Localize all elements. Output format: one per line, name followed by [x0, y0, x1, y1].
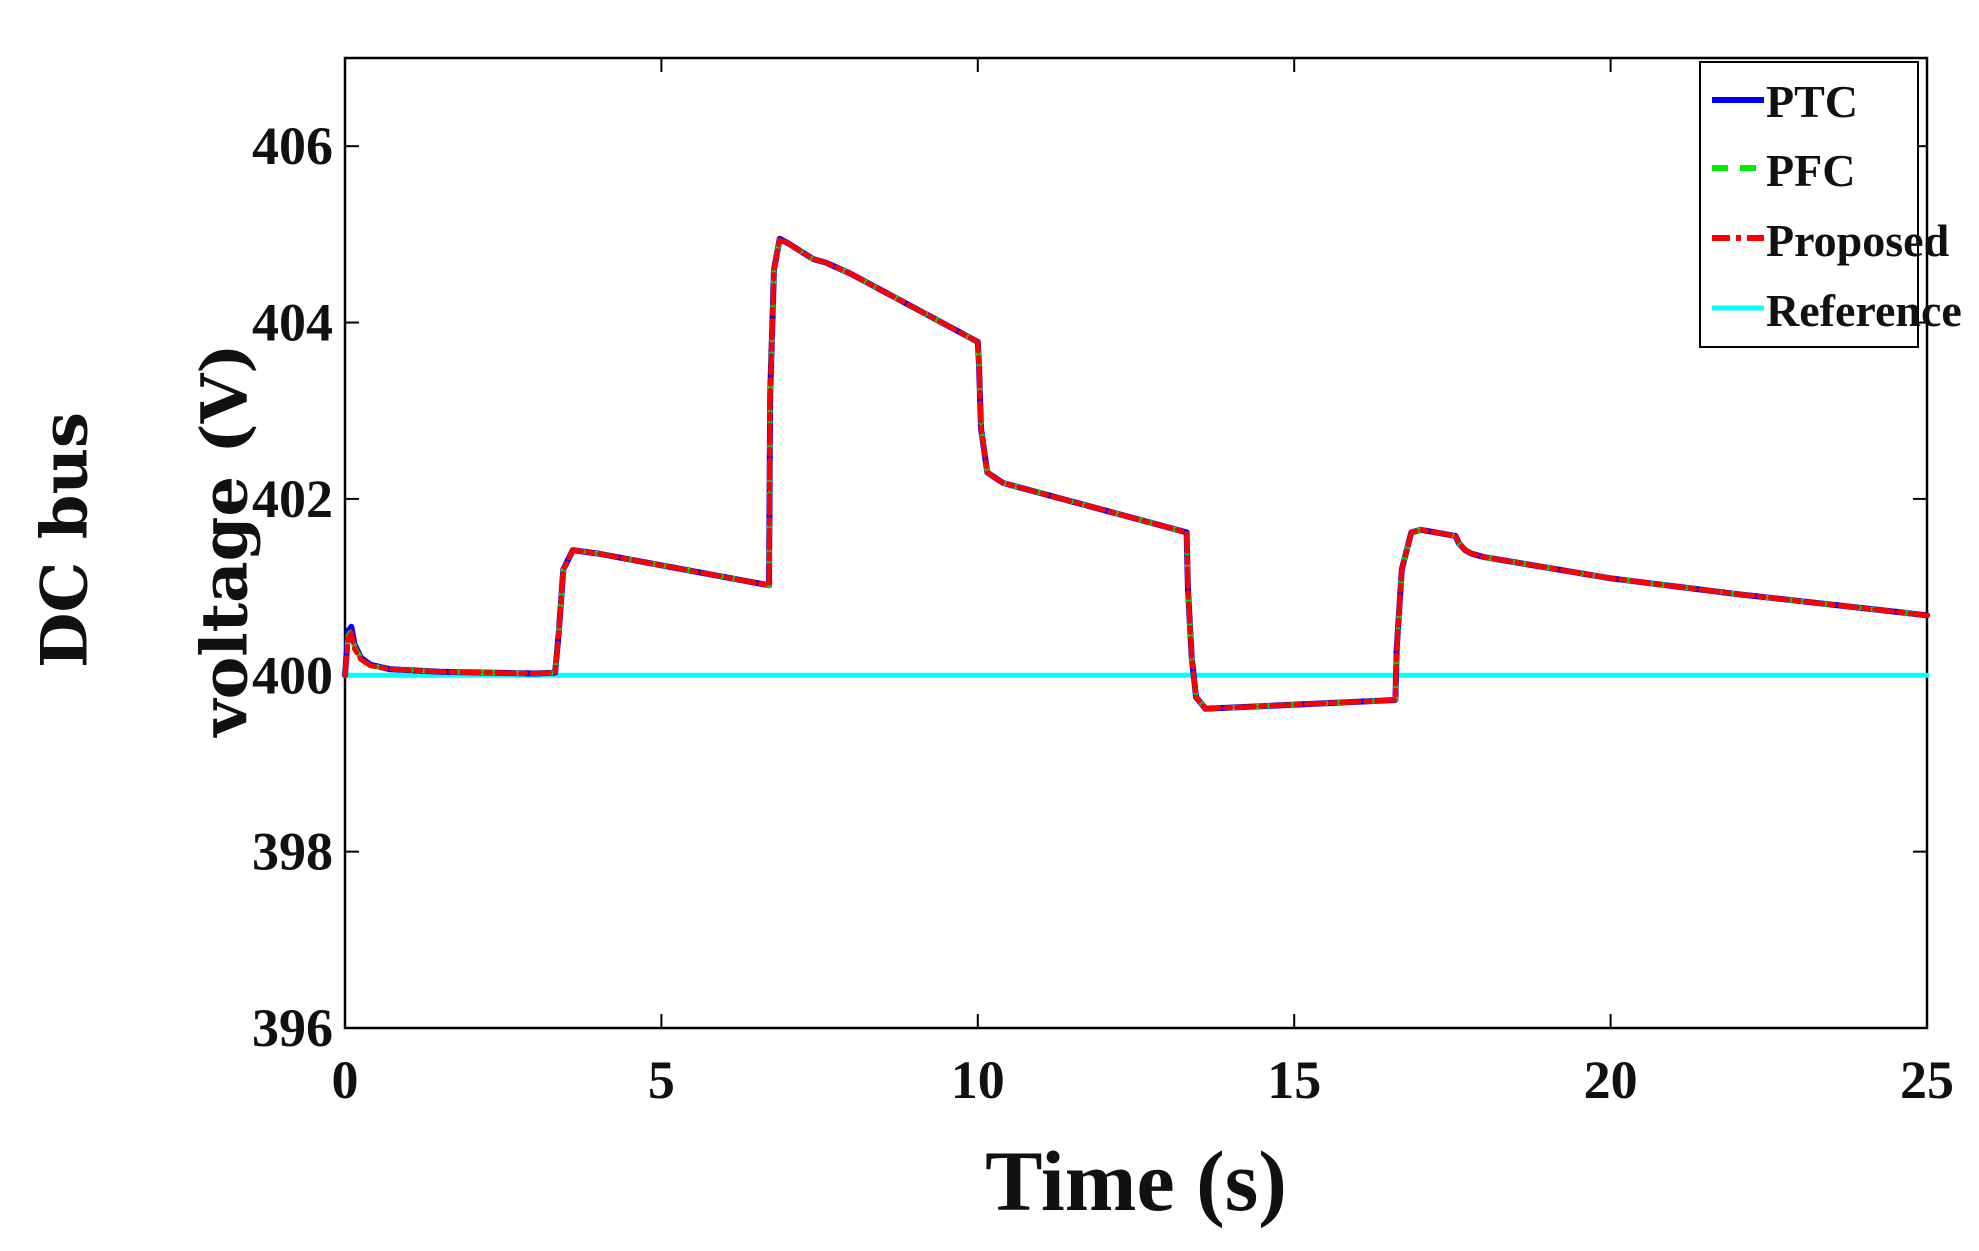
series-line-proposed	[342, 236, 1930, 712]
series-lines	[342, 235, 1930, 712]
y-tick-label: 402	[252, 469, 333, 529]
y-tick-label: 398	[252, 822, 333, 882]
y-tick-label: 396	[252, 998, 333, 1058]
axis-ticks: 0 5 10 15 20 25 396 398 400 402 404 406	[252, 58, 1954, 1110]
x-axis-label: Time (s)	[985, 1133, 1287, 1229]
legend: PTC PFC Proposed Reference	[1699, 61, 1962, 348]
x-tick-label: 10	[951, 1050, 1005, 1110]
x-tick-label: 0	[332, 1050, 359, 1110]
legend-label-proposed: Proposed	[1766, 215, 1950, 266]
y-tick-label: 404	[252, 293, 333, 353]
legend-box	[1699, 61, 1919, 348]
legend-label-reference: Reference	[1766, 285, 1962, 336]
plot-area-frame	[343, 56, 1929, 1030]
x-tick-label: 5	[648, 1050, 675, 1110]
legend-label-pfc: PFC	[1766, 145, 1855, 196]
y-tick-label: 400	[252, 645, 333, 705]
x-tick-label: 20	[1584, 1050, 1638, 1110]
legend-label-ptc: PTC	[1766, 76, 1858, 127]
y-axis-label-line1: DC bus	[28, 412, 103, 668]
x-tick-label: 15	[1267, 1050, 1321, 1110]
y-axis-label-line2: voltage (V)	[188, 343, 263, 738]
x-tick-label: 25	[1900, 1050, 1954, 1110]
y-tick-label: 406	[252, 116, 333, 176]
